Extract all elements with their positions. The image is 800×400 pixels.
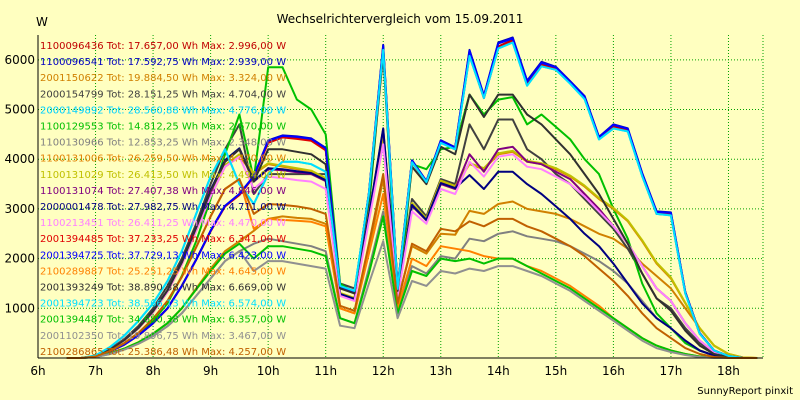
series-line-19 bbox=[66, 240, 758, 359]
legend-entry: 2001394485 Tot: 37.233,25 Wh Max: 6.341,… bbox=[40, 234, 286, 245]
x-tick-label: 6h bbox=[30, 364, 45, 378]
x-tick-label: 10h bbox=[257, 364, 280, 378]
axes: 6h 7h 8h 9h 10h 11h 12h 13h 14h 15h 16h 17h 18h 1000 2… bbox=[4, 35, 763, 378]
footer-credit: SunnyReport pinxit bbox=[697, 386, 793, 397]
x-tick-label: 11h bbox=[314, 364, 337, 378]
x-tick-label: 7h bbox=[88, 364, 103, 378]
y-tick-label: 1000 bbox=[4, 301, 35, 315]
legend-entry: 2001394725 Tot: 37.729,13 Wh Max: 6.423,… bbox=[40, 250, 286, 261]
x-tick-label: 8h bbox=[145, 364, 160, 378]
chart-title: Wechselrichtervergleich vom 15.09.2011 bbox=[277, 12, 524, 26]
legend-entry: 2001394487 Tot: 34.680,38 Wh Max: 6.357,… bbox=[40, 315, 286, 326]
x-tick-label: 16h bbox=[602, 364, 625, 378]
series-line-2 bbox=[66, 36, 758, 359]
legend-entry: 1100131029 Tot: 26.413,50 Wh Max: 4.494,… bbox=[40, 170, 286, 181]
legend-entry: 2100286865 Tot: 25.386,48 Wh Max: 4.257,… bbox=[40, 347, 286, 358]
y-tick-label: 3000 bbox=[4, 202, 35, 216]
legend-entry: 2000149892 Tot: 28.560,88 Wh Max: 4.776,… bbox=[40, 105, 286, 116]
legend-entry: 2001394723 Tot: 38.566,13 Wh Max: 6.574,… bbox=[40, 299, 286, 310]
y-tick-label: 4000 bbox=[4, 152, 35, 166]
legend-entry: 2100289887 Tot: 25.251,25 Wh Max: 4.645,… bbox=[40, 266, 286, 277]
legend-entry: 1100096541 Tot: 17.592,75 Wh Max: 2.939,… bbox=[40, 57, 286, 68]
y-axis-label: W bbox=[36, 15, 48, 29]
x-tick-label: 18h bbox=[717, 364, 740, 378]
legend-entry: 1100131074 Tot: 27.407,38 Wh Max: 4.846,… bbox=[40, 186, 286, 197]
series-lines bbox=[66, 36, 758, 359]
legend-entry: 1100129553 Tot: 14.812,25 Wh Max: 2.670,… bbox=[40, 122, 286, 133]
x-tick-label: 9h bbox=[203, 364, 218, 378]
y-tick-label: 5000 bbox=[4, 103, 35, 117]
series-line-20 bbox=[66, 173, 758, 359]
legend-entry: 1100130966 Tot: 12.853,25 Wh Max: 2.348,… bbox=[40, 138, 286, 149]
x-tick-label: 15h bbox=[544, 364, 567, 378]
grid-lines bbox=[37, 35, 764, 358]
y-tick-label: 2000 bbox=[4, 252, 35, 266]
legend-entry: 1100096436 Tot: 17.657,00 Wh Max: 2.996,… bbox=[40, 41, 286, 52]
legend-entry: 2001393249 Tot: 38.890,38 Wh Max: 6.669,… bbox=[40, 283, 286, 294]
series-line-17 bbox=[66, 41, 758, 359]
legend-entry: 2001150622 Tot: 19.884,50 Wh Max: 3.324,… bbox=[40, 73, 286, 84]
legend-entry: 2001102350 Tot: 19.896,75 Wh Max: 3.467,… bbox=[40, 331, 286, 342]
x-tick-label: 17h bbox=[659, 364, 682, 378]
legend-entry: 1100213451 Tot: 26.411,25 Wh Max: 4.470,… bbox=[40, 218, 286, 229]
legend: 1100096436 Tot: 17.657,00 Wh Max: 2.996,… bbox=[40, 41, 286, 358]
legend-entry: 2000154799 Tot: 28.151,25 Wh Max: 4.704,… bbox=[40, 89, 286, 100]
x-tick-label: 12h bbox=[372, 364, 395, 378]
x-tick-label: 14h bbox=[487, 364, 510, 378]
x-tick-label: 13h bbox=[429, 364, 452, 378]
series-line-18 bbox=[66, 215, 758, 359]
legend-entry: 2000001478 Tot: 27.982,75 Wh Max: 4.711,… bbox=[40, 202, 286, 213]
y-tick-label: 6000 bbox=[4, 53, 35, 67]
legend-entry: 1100131006 Tot: 26.259,50 Wh Max: 4.470,… bbox=[40, 154, 286, 165]
